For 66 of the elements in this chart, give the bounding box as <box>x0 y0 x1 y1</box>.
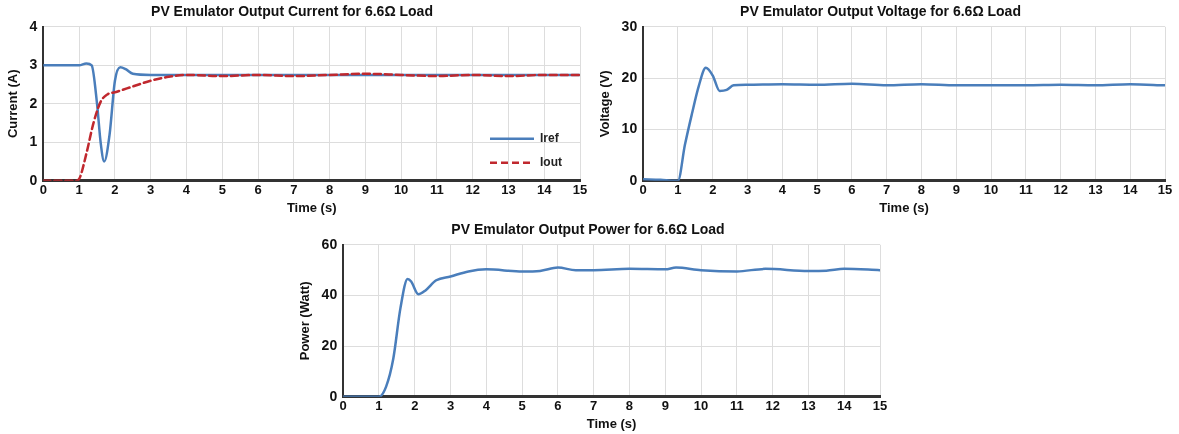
x-tick-label: 1 <box>674 182 682 198</box>
x-tick-label: 11 <box>1018 182 1033 198</box>
x-tick-label: 10 <box>693 398 709 414</box>
x-tick-label: 14 <box>836 398 853 414</box>
x-tick-label: 9 <box>661 398 669 414</box>
x-tick-label: 8 <box>917 182 926 198</box>
y-axis-title: Power (Watt) <box>297 281 313 361</box>
x-tick-label: 5 <box>813 182 821 198</box>
x-tick-label: 5 <box>518 398 526 414</box>
x-tick-label: 7 <box>290 182 298 198</box>
y-axis-title: Voltage (V) <box>597 70 613 138</box>
x-tick-label: 12 <box>1053 182 1068 198</box>
chart-title: PV Emulator Output Voltage for 6.6Ω Load <box>740 3 1021 20</box>
x-tick-label: 4 <box>182 182 191 198</box>
y-tick-label: 60 <box>321 235 338 252</box>
y-axis-title: Current (A) <box>5 69 21 139</box>
x-tick-label: 15 <box>1157 182 1173 198</box>
x-axis-title: Time (s) <box>586 415 637 431</box>
x-tick-label: 1 <box>375 398 383 414</box>
y-tick-label: 1 <box>29 133 38 150</box>
y-tick-label: 3 <box>29 56 38 73</box>
y-tick-label: 10 <box>621 120 638 137</box>
chart-title: PV Emulator Output Power for 6.6Ω Load <box>451 221 725 238</box>
x-tick-label: 11 <box>430 182 444 198</box>
legend-label: Iout <box>540 155 562 170</box>
x-tick-label: 2 <box>111 182 119 198</box>
x-axis-title: Time (s) <box>879 199 929 215</box>
x-tick-label: 13 <box>801 398 816 414</box>
chart-title: PV Emulator Output Current for 6.6Ω Load <box>151 3 433 20</box>
x-tick-label: 3 <box>446 398 455 414</box>
y-tick-label: 2 <box>29 94 38 111</box>
y-tick-label: 20 <box>321 336 338 353</box>
x-tick-label: 13 <box>1088 182 1103 198</box>
x-tick-label: 2 <box>411 398 419 414</box>
x-tick-label: 2 <box>709 182 717 198</box>
x-tick-label: 10 <box>983 182 999 198</box>
x-tick-label: 10 <box>393 182 409 198</box>
x-tick-label: 11 <box>729 398 744 414</box>
x-tick-label: 12 <box>465 182 480 198</box>
x-tick-label: 8 <box>625 398 634 414</box>
y-tick-label: 30 <box>621 17 638 34</box>
x-tick-label: 6 <box>848 182 856 198</box>
legend-label: Iref <box>540 131 560 146</box>
x-tick-label: 14 <box>1122 182 1139 198</box>
x-tick-label: 4 <box>482 398 491 414</box>
x-tick-label: 1 <box>75 182 83 198</box>
x-tick-label: 12 <box>765 398 780 414</box>
y-tick-label: 20 <box>621 68 638 85</box>
x-tick-label: 3 <box>147 182 155 198</box>
x-tick-label: 6 <box>254 182 262 198</box>
x-tick-label: 15 <box>872 398 888 414</box>
x-tick-label: 4 <box>778 182 787 198</box>
x-tick-label: 7 <box>883 182 891 198</box>
x-tick-label: 5 <box>218 182 226 198</box>
x-tick-label: 7 <box>590 398 598 414</box>
x-axis-title: Time (s) <box>286 199 337 215</box>
x-tick-label: 9 <box>361 182 369 198</box>
x-tick-label: 6 <box>554 398 562 414</box>
x-tick-label: 14 <box>536 182 553 198</box>
y-tick-label: 4 <box>29 17 38 34</box>
x-tick-label: 15 <box>572 182 588 198</box>
x-tick-label: 3 <box>743 182 752 198</box>
x-tick-label: 13 <box>501 182 516 198</box>
x-tick-label: 8 <box>325 182 334 198</box>
y-tick-label: 40 <box>321 286 338 303</box>
x-tick-label: 9 <box>952 182 960 198</box>
